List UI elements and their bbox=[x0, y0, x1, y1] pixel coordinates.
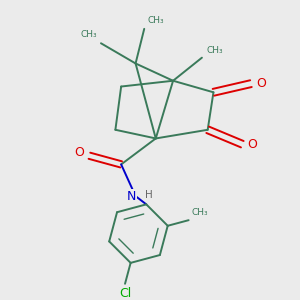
Text: CH₃: CH₃ bbox=[191, 208, 208, 217]
Text: CH₃: CH₃ bbox=[206, 46, 223, 55]
Text: CH₃: CH₃ bbox=[147, 16, 164, 25]
Text: O: O bbox=[74, 146, 84, 159]
Text: O: O bbox=[256, 77, 266, 90]
Text: H: H bbox=[145, 190, 152, 200]
Text: CH₃: CH₃ bbox=[80, 30, 97, 39]
Text: O: O bbox=[248, 138, 257, 151]
Text: Cl: Cl bbox=[119, 286, 131, 300]
Text: N: N bbox=[127, 190, 136, 202]
